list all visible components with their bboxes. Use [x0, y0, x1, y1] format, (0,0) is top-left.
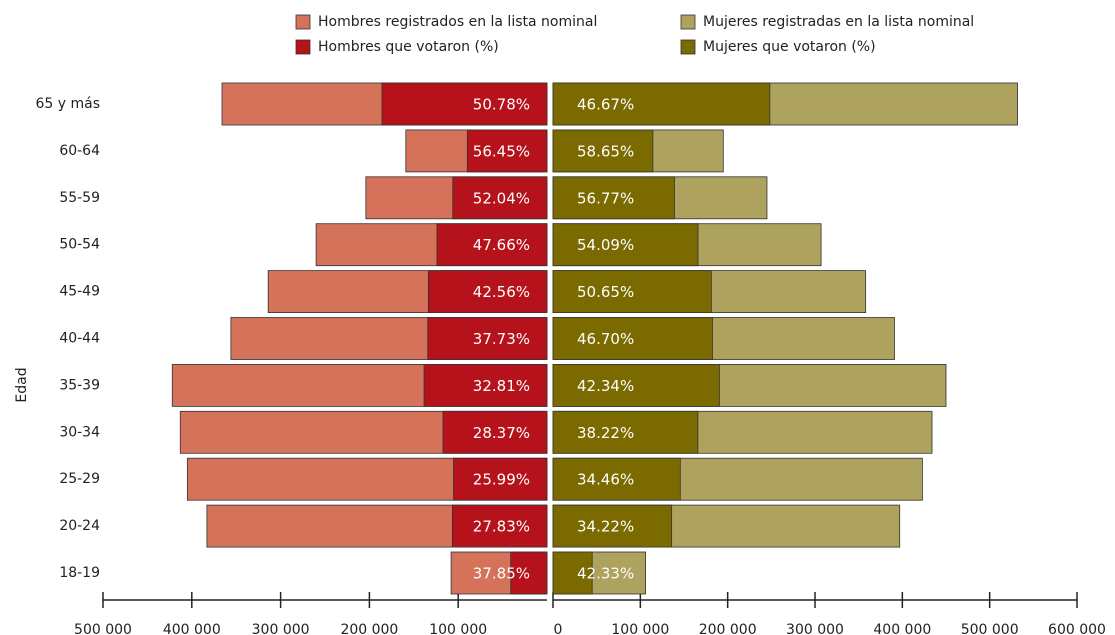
- voted-bar: [552, 270, 712, 314]
- data-label: 38.22%: [577, 424, 634, 442]
- voted-bar: [552, 551, 593, 595]
- y-tick-label: 50-54: [59, 237, 100, 253]
- x-tick-label: 500 000: [74, 622, 132, 635]
- data-label: 58.65%: [577, 142, 634, 160]
- x-tick-label: 200 000: [699, 622, 757, 635]
- voted-bar: [452, 176, 548, 220]
- data-label: 42.33%: [577, 565, 634, 583]
- data-label: 56.45%: [473, 142, 530, 160]
- y-tick-label: 65 y más: [35, 96, 100, 112]
- data-label: 50.78%: [473, 96, 530, 114]
- voted-bar: [552, 504, 673, 548]
- data-label: 25.99%: [473, 471, 530, 489]
- voted-bar: [381, 82, 548, 126]
- y-tick-label: 30-34: [59, 424, 100, 440]
- legend-swatch: [680, 39, 696, 55]
- voted-bar: [451, 504, 548, 548]
- x-tick-label: 100 000: [611, 622, 669, 635]
- voted-bar: [552, 176, 675, 220]
- voted-bar: [436, 223, 548, 267]
- data-label: 46.67%: [577, 96, 634, 114]
- legend-label: Hombres que votaron (%): [318, 39, 499, 55]
- voted-bar: [552, 82, 771, 126]
- data-label: 42.34%: [577, 377, 634, 395]
- data-label: 46.70%: [577, 330, 634, 348]
- voted-bar: [423, 363, 548, 407]
- x-tick-label: 600 000: [1048, 622, 1106, 635]
- x-tick-label: 500 000: [961, 622, 1019, 635]
- data-label: 32.81%: [473, 377, 530, 395]
- data-label: 50.65%: [577, 283, 634, 301]
- legend-swatch: [295, 39, 311, 55]
- y-tick-label: 40-44: [59, 331, 100, 347]
- data-label: 37.85%: [473, 565, 530, 583]
- voted-bar: [552, 129, 654, 173]
- x-tick-label: 300 000: [252, 622, 310, 635]
- x-tick-label: 100 000: [429, 622, 487, 635]
- voted-bar: [427, 317, 548, 360]
- y-tick-label: 45-49: [59, 284, 100, 300]
- voted-bar: [552, 410, 699, 454]
- voted-bar: [552, 363, 720, 407]
- voted-bar: [427, 270, 548, 314]
- voted-bar: [552, 457, 681, 501]
- voted-bar: [510, 551, 548, 595]
- data-label: 56.77%: [577, 189, 634, 207]
- voted-bar: [466, 129, 548, 173]
- voted-bar: [552, 317, 713, 360]
- y-tick-label: 20-24: [59, 518, 100, 534]
- data-label: 54.09%: [577, 236, 634, 254]
- data-label: 47.66%: [473, 236, 530, 254]
- y-tick-label: 25-29: [59, 471, 100, 487]
- data-label: 28.37%: [473, 424, 530, 442]
- legend-label: Mujeres registradas en la lista nominal: [703, 14, 974, 30]
- data-label: 27.83%: [473, 518, 530, 536]
- x-tick-label: 300 000: [786, 622, 844, 635]
- y-axis-label: Edad: [14, 367, 30, 402]
- legend-swatch: [295, 14, 311, 30]
- data-label: 34.46%: [577, 471, 634, 489]
- data-label: 42.56%: [473, 283, 530, 301]
- y-tick-label: 60-64: [59, 143, 100, 159]
- y-tick-label: 18-19: [59, 565, 100, 581]
- legend-swatch: [680, 14, 696, 30]
- y-tick-label: 55-59: [59, 190, 100, 206]
- legend-label: Mujeres que votaron (%): [703, 39, 876, 55]
- x-tick-label: 0: [554, 622, 563, 635]
- x-tick-label: 200 000: [340, 622, 398, 635]
- data-label: 37.73%: [473, 330, 530, 348]
- legend-label: Hombres registrados en la lista nominal: [318, 14, 597, 30]
- voted-bar: [442, 410, 548, 454]
- data-label: 34.22%: [577, 518, 634, 536]
- data-label: 52.04%: [473, 189, 530, 207]
- y-tick-label: 35-39: [59, 377, 100, 393]
- voted-bar: [453, 457, 548, 501]
- x-tick-label: 400 000: [873, 622, 931, 635]
- x-tick-label: 400 000: [163, 622, 221, 635]
- voted-bar: [552, 223, 699, 267]
